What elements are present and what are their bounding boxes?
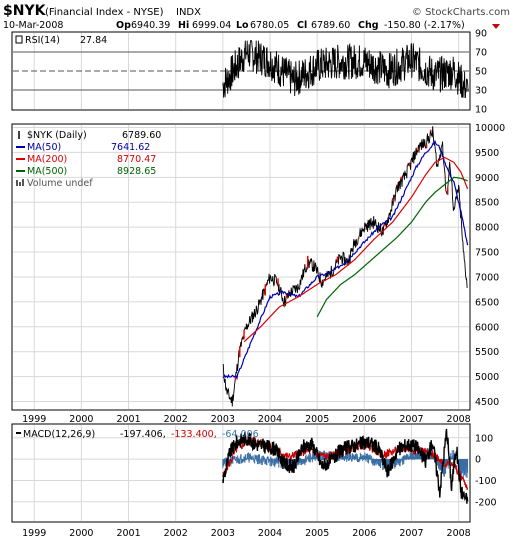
x-tick-label: 2006 — [352, 528, 376, 539]
rsi-legend-value: 27.84 — [80, 35, 107, 46]
low-label: Lo — [236, 20, 249, 31]
x-tick-label: 2003 — [211, 414, 235, 425]
price-y-tick-label: 5500 — [475, 347, 499, 358]
ma200-line — [243, 156, 469, 343]
macd-line — [222, 428, 469, 504]
legend-volume-icon — [22, 179, 24, 186]
close-label: Cl — [297, 20, 307, 31]
x-tick-label: 2005 — [305, 528, 329, 539]
price-panel — [11, 123, 471, 411]
change-label: Chg — [358, 20, 379, 31]
low-value: 6780.05 — [250, 20, 289, 31]
change-value: -150.80 (-2.17%) — [384, 20, 465, 31]
legend-volume-icon — [19, 182, 21, 186]
rsi-legend-icon — [15, 35, 23, 44]
x-tick-label: 2000 — [69, 528, 93, 539]
x-tick-label: 2006 — [352, 414, 376, 425]
price-y-tick-label: 8000 — [475, 223, 499, 234]
axis-layer: 1999 1999 2000 2000 2001 2001 2002 2002 2003 2003… — [22, 29, 505, 540]
legend-layer: RSI(14) 27.84 $NYK (Daily) 6789.60 MA(50) 764… — [15, 35, 259, 440]
quote-date: 10-Mar-2008 — [3, 20, 63, 31]
ma500-line — [316, 176, 468, 318]
down-arrow-icon — [492, 24, 500, 29]
x-tick-label: 2008 — [447, 414, 471, 425]
x-tick-label: 2004 — [258, 528, 282, 539]
rsi-y-tick-label: 70 — [475, 48, 487, 59]
high-label: Hi — [178, 20, 189, 31]
price-y-tick-label: 8500 — [475, 198, 499, 209]
x-tick-label: 2004 — [258, 414, 282, 425]
price-y-tick-label: 6500 — [475, 297, 499, 308]
price-legend-label: $NYK (Daily) — [27, 130, 87, 141]
x-tick-label: 2001 — [116, 414, 140, 425]
price-y-tick-label: 10000 — [475, 123, 505, 134]
x-tick-label: 2008 — [447, 528, 471, 539]
x-tick-label: 2000 — [69, 414, 93, 425]
rsi-y-tick-label: 90 — [475, 29, 487, 40]
x-tick-label: 2007 — [399, 414, 423, 425]
price-legend-label: MA(200) — [27, 154, 67, 165]
price-line — [222, 126, 468, 407]
exchange-label: INDX — [176, 7, 201, 18]
macd-y-tick-label: 0 — [475, 455, 481, 466]
price-y-tick-label: 9500 — [475, 148, 499, 159]
symbol-name: (Financial Index - NYSE) — [45, 7, 164, 18]
price-y-tick-label: 4500 — [475, 397, 499, 408]
price-legend-value: 7641.62 — [111, 142, 150, 153]
price-y-tick-label: 9000 — [475, 173, 499, 184]
grid-layer — [13, 33, 469, 521]
macd-signal-legend-value: -133.400, — [171, 429, 217, 440]
macd-y-tick-label: -200 — [475, 497, 497, 508]
legend-volume-icon — [16, 180, 18, 186]
price-y-tick-label: 7500 — [475, 248, 499, 259]
price-y-tick-label: 6000 — [475, 322, 499, 333]
price-legend-label: MA(500) — [27, 166, 67, 177]
x-tick-label: 2007 — [399, 528, 423, 539]
x-tick-label: 2002 — [164, 528, 188, 539]
series-layer — [222, 40, 469, 504]
price-y-tick-label: 5000 — [475, 372, 499, 383]
macd-legend-value: -197.406, — [120, 429, 166, 440]
x-tick-label: 2002 — [164, 414, 188, 425]
watermark: © StockCharts.com — [412, 7, 510, 18]
macd-hist-legend-value: -64.006 — [222, 429, 259, 440]
macd-y-tick-label: 100 — [475, 433, 493, 444]
rsi-legend-label: RSI(14) — [25, 35, 60, 46]
rsi-y-tick-label: 50 — [475, 67, 487, 78]
price-legend-label: Volume undef — [27, 178, 93, 189]
price-legend-value: 8928.65 — [117, 166, 156, 177]
close-value: 6789.60 — [311, 20, 350, 31]
x-tick-label: 1999 — [22, 528, 46, 539]
price-legend-value: 6789.60 — [122, 130, 161, 141]
rsi-y-tick-label: 10 — [475, 105, 487, 116]
price-legend-value: 8770.47 — [117, 154, 156, 165]
price-y-tick-label: 7000 — [475, 272, 499, 283]
macd-y-tick-label: -100 — [475, 476, 497, 487]
open-value: 6940.39 — [131, 20, 170, 31]
open-label: Op — [116, 20, 131, 31]
symbol-title: $NYK — [3, 3, 47, 19]
x-tick-label: 1999 — [22, 414, 46, 425]
rsi-y-tick-label: 30 — [475, 86, 487, 97]
rsi-line — [222, 40, 469, 99]
x-tick-label: 2005 — [305, 414, 329, 425]
macd-legend-label: MACD(12,26,9) — [23, 429, 95, 440]
x-tick-label: 2001 — [116, 528, 140, 539]
high-value: 6999.04 — [192, 20, 231, 31]
price-legend-label: MA(50) — [27, 142, 61, 153]
x-tick-label: 2003 — [211, 528, 235, 539]
ma50-line — [222, 139, 469, 381]
